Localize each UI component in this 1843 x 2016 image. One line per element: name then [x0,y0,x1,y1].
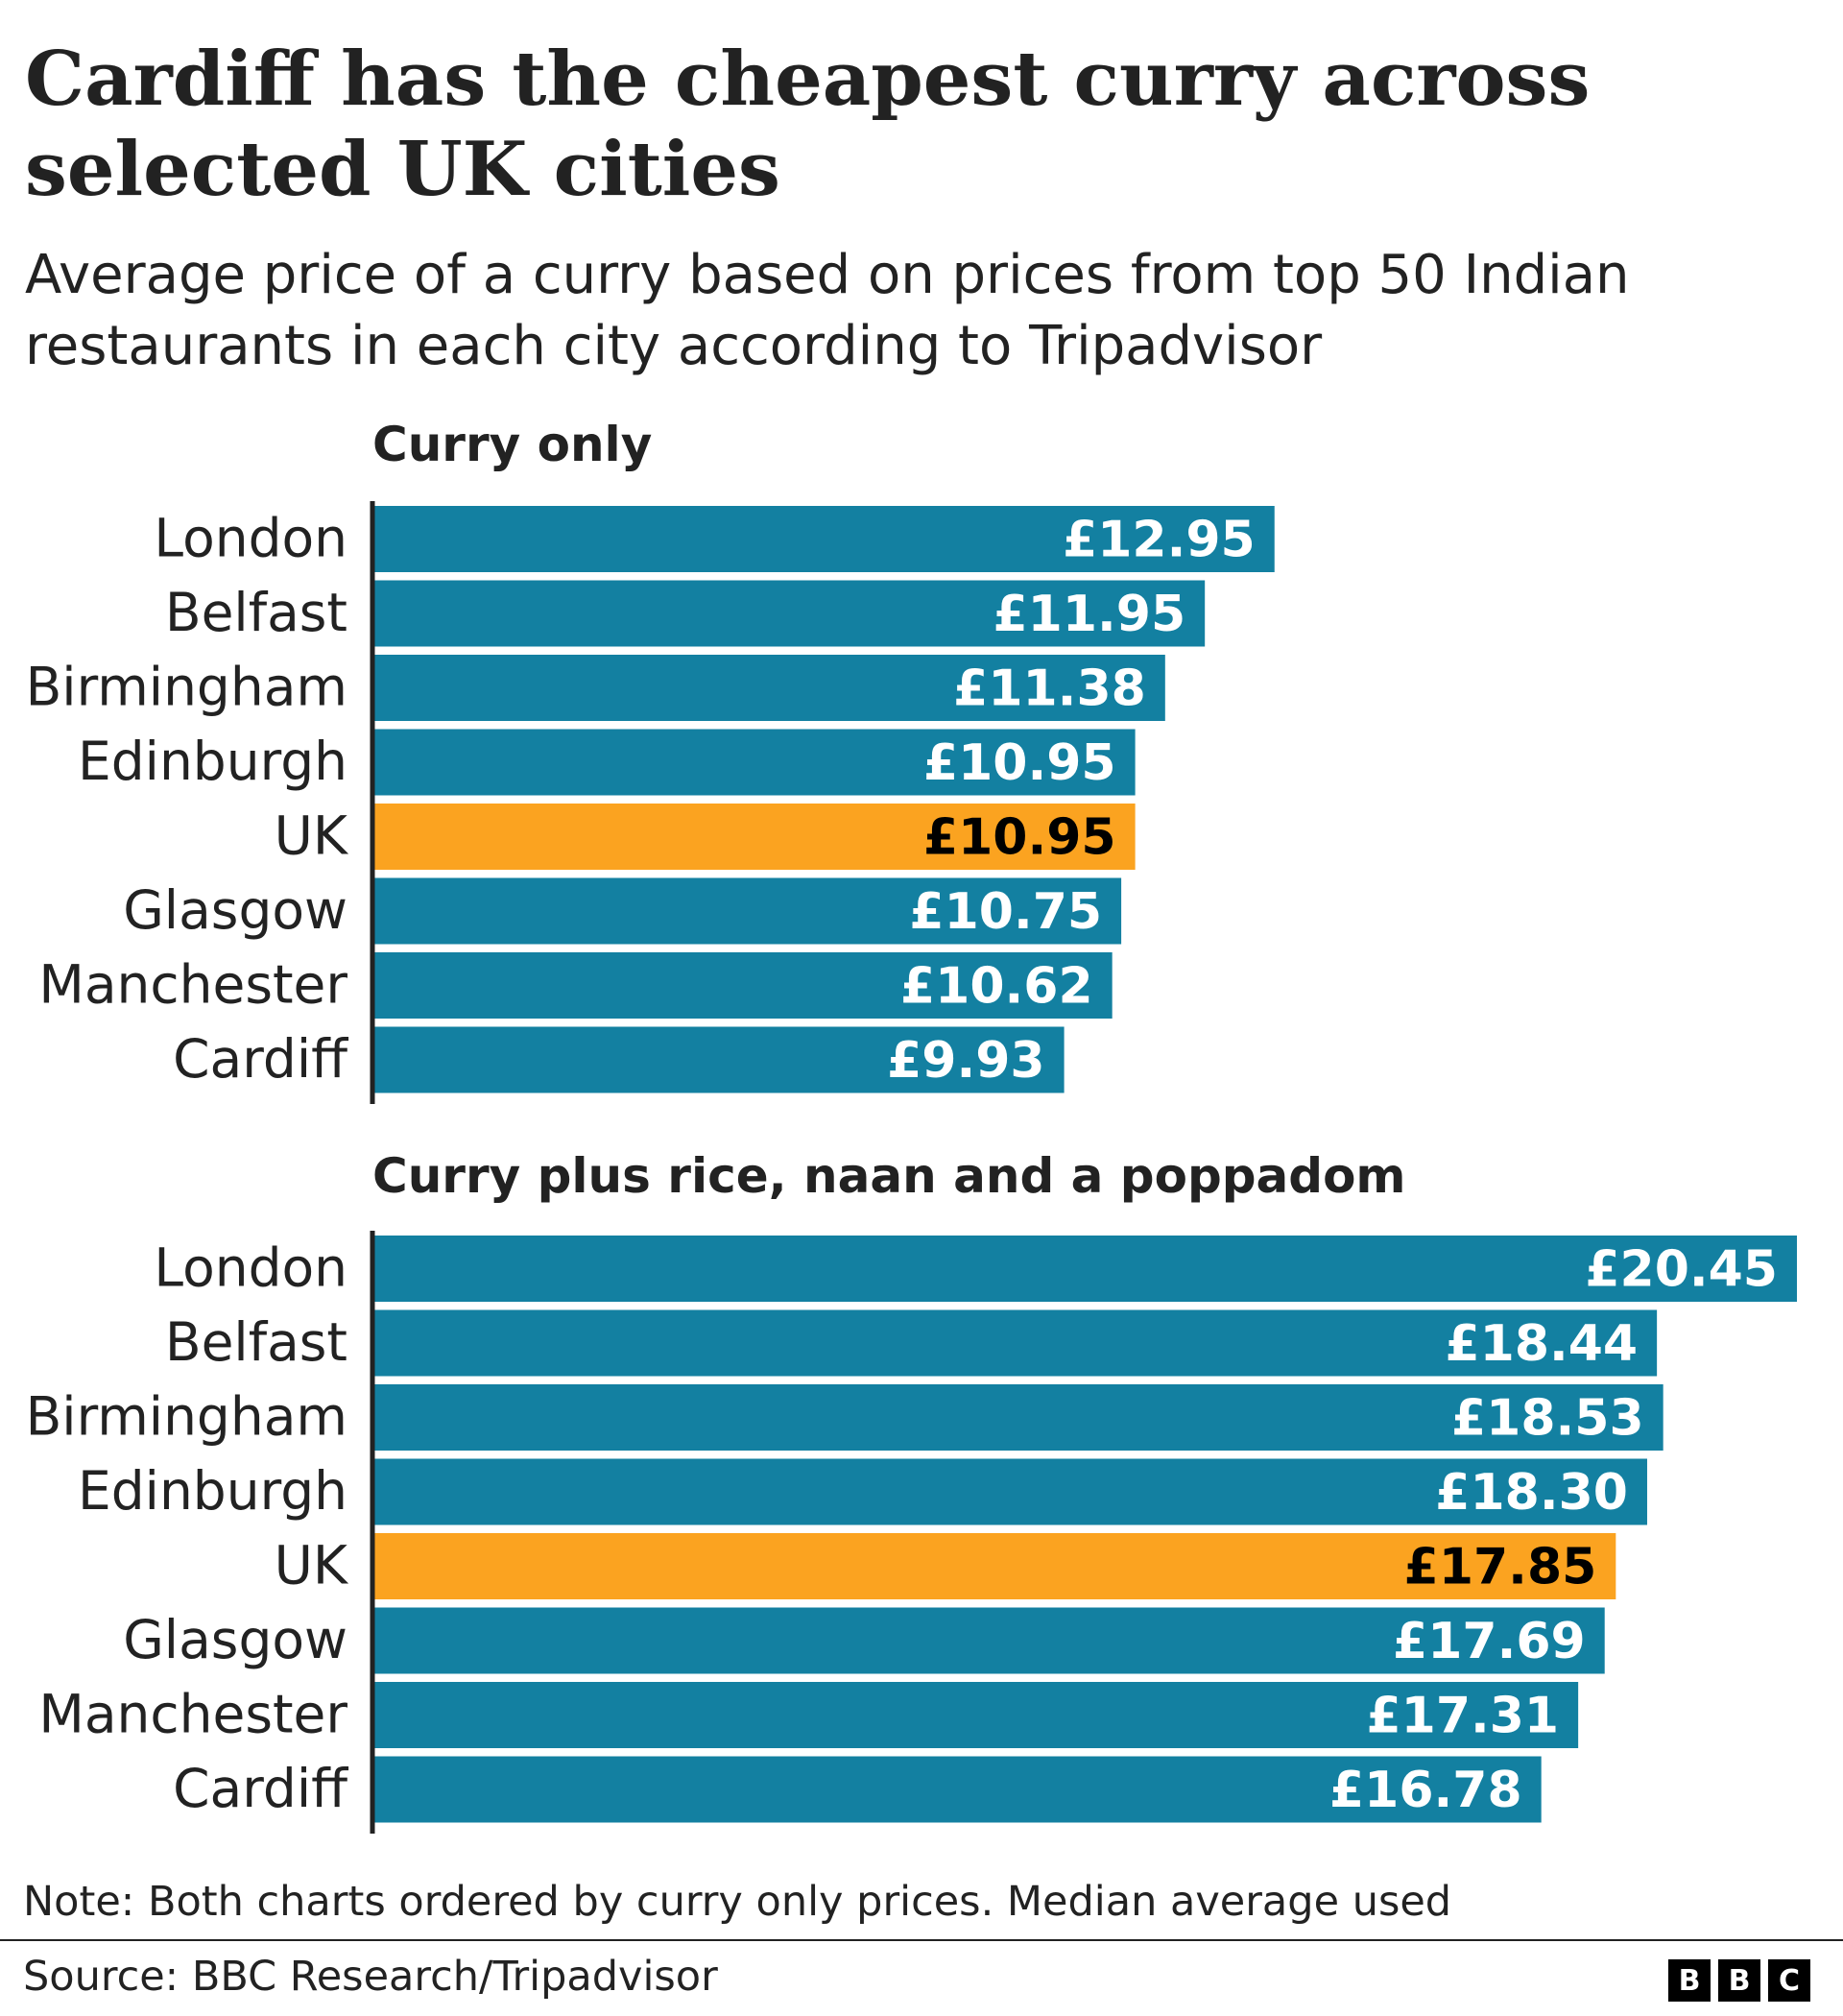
category-label: Cardiff [173,1028,348,1090]
bar [372,1309,1658,1377]
bbc-logo-letter: C [1768,1959,1810,2002]
data-label: £18.44 [1445,1315,1638,1373]
bar [372,1236,1797,1302]
category-label: UK [275,805,349,867]
category-label: Manchester [38,954,347,1016]
bar [372,1756,1542,1823]
footer-divider [0,1939,1843,1941]
data-label: £16.78 [1329,1762,1522,1819]
chart-note: Note: Both charts ordered by curry only … [23,1878,1452,1926]
data-label: £10.75 [909,883,1102,941]
bar [372,877,1122,945]
category-label: Edinburgh [78,1460,347,1522]
bbc-logo: B B C [1668,1959,1810,2002]
bar [372,1384,1663,1451]
category-label: Glasgow [123,1609,347,1670]
category-label: Birmingham [26,1386,347,1448]
data-label: £10.62 [900,958,1093,1016]
category-label: Belfast [165,582,347,643]
data-label: £17.69 [1393,1613,1586,1670]
data-label: £10.95 [923,734,1116,792]
panel-title: Curry plus rice, naan and a poppadom [372,1148,1406,1204]
bar [372,1607,1605,1674]
category-label: Birmingham [26,657,347,718]
category-label: London [154,1237,347,1299]
bar [372,729,1136,796]
data-label: £12.95 [1063,512,1256,569]
category-label: UK [275,1535,349,1596]
bbc-logo-letter: B [1668,1959,1711,2002]
data-label: £17.31 [1366,1688,1559,1745]
bar [372,506,1275,572]
panel-title: Curry only [372,417,652,472]
bar [372,952,1113,1019]
chart-subtitle: Average price of a curry based on prices… [25,244,1630,377]
data-label: £11.95 [993,586,1186,643]
bar [372,1458,1647,1525]
data-label: £10.95 [923,809,1116,867]
bar [372,1682,1579,1748]
bar-highlight [372,804,1136,870]
chart-title: Cardiff has the cheapest curry across se… [25,36,1591,213]
data-label: £9.93 [887,1032,1044,1090]
data-label: £18.30 [1435,1464,1628,1522]
source-text: Source: BBC Research/Tripadvisor [23,1953,718,2001]
category-label: Edinburgh [78,731,347,792]
category-label: Glasgow [123,879,347,941]
bar-highlight [372,1533,1616,1599]
bbc-logo-letter: B [1718,1959,1760,2002]
category-label: Belfast [165,1311,347,1373]
bar [372,580,1206,647]
bar [372,1026,1065,1093]
bar [372,655,1165,721]
data-label: £11.38 [953,660,1146,718]
data-label: £17.85 [1404,1539,1597,1596]
data-label: £18.53 [1451,1390,1644,1448]
category-label: Cardiff [173,1758,348,1819]
category-label: London [154,508,347,569]
bar-charts: Curry only London £12.95 Belfast £11.95 Birmi… [26,417,1797,1834]
data-label: £20.45 [1585,1241,1778,1299]
category-label: Manchester [38,1684,347,1745]
